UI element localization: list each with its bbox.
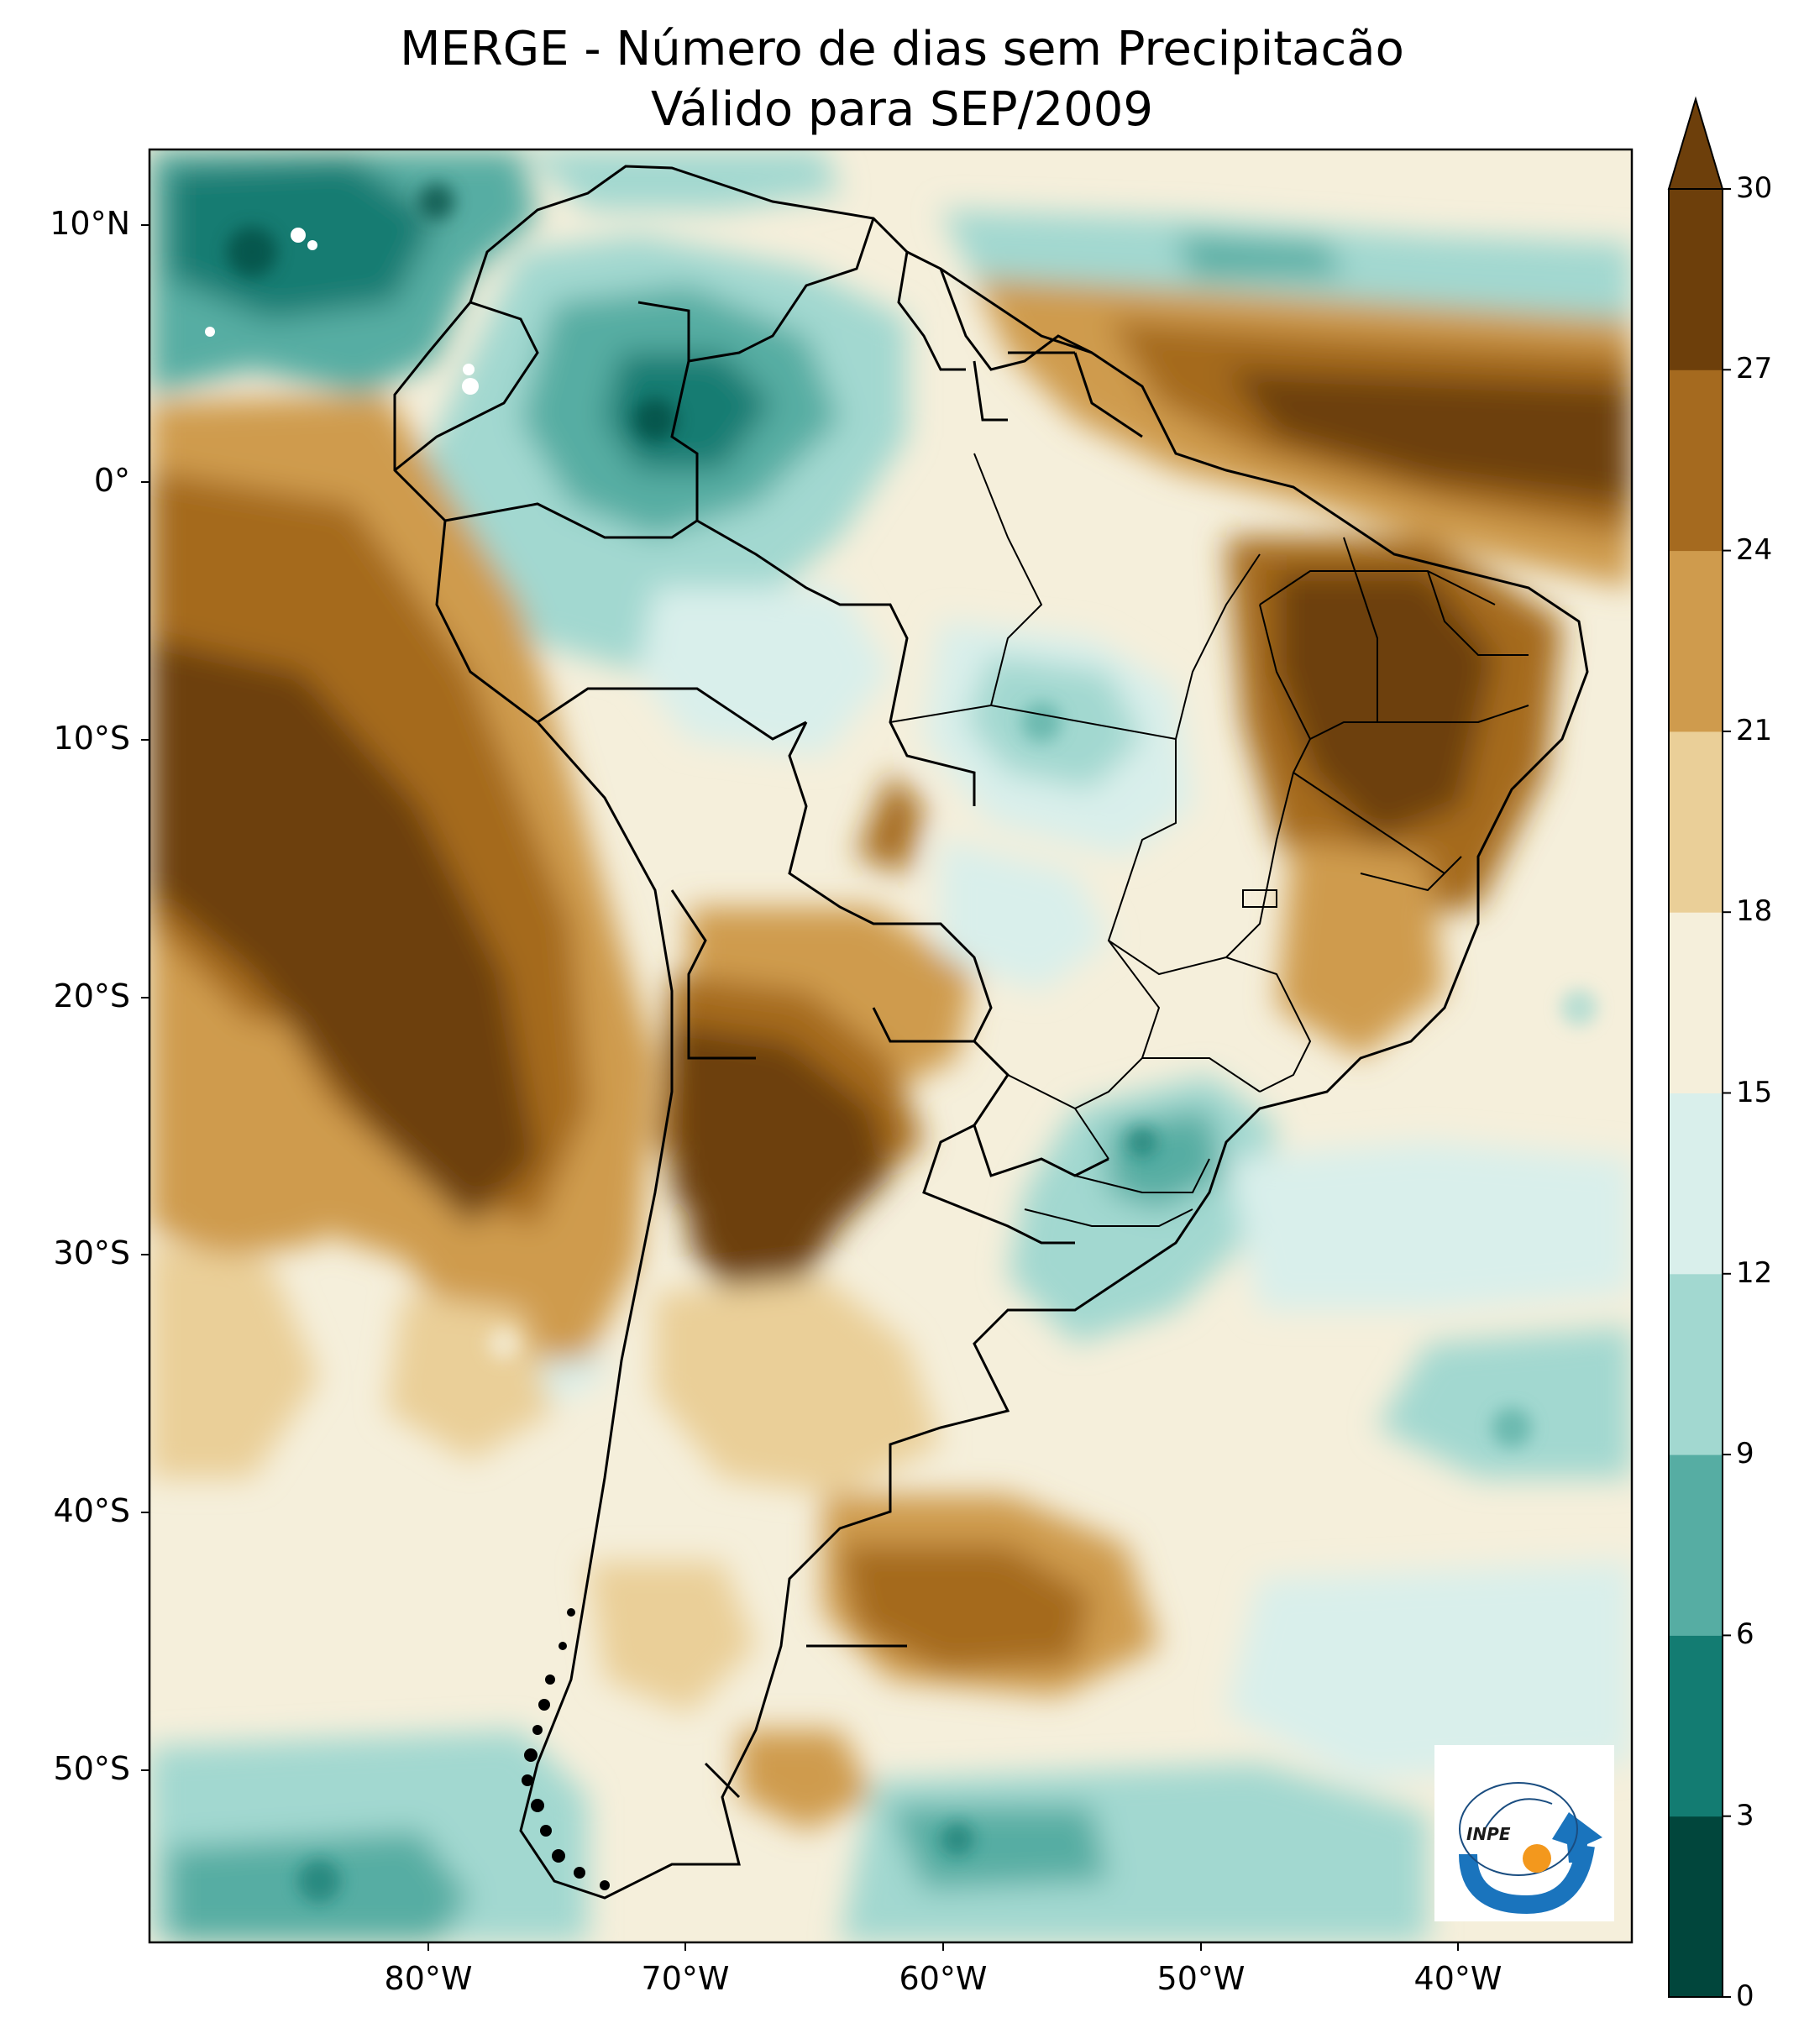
- colorbar-tick-label-30: 30: [1736, 171, 1773, 205]
- y-tick-label-20s: 20°S: [53, 977, 130, 1014]
- map-frame: [148, 148, 1634, 1944]
- colorbar-tick-label-18: 18: [1736, 894, 1773, 929]
- colorbar-tick-label-21: 21: [1736, 713, 1773, 747]
- state-borders: [889, 453, 1529, 1227]
- colorbar-band-4: [1669, 1093, 1723, 1275]
- y-axis-ticks: [141, 224, 149, 1771]
- inpe-logo-icon: [1459, 1782, 1602, 1915]
- y-tick-label-50s: 50°S: [53, 1750, 130, 1787]
- y-tick-label-30s: 30°S: [53, 1234, 130, 1271]
- colorbar-tick-label-27: 27: [1736, 352, 1773, 386]
- x-tick-label-40w: 40°W: [1413, 1960, 1502, 1997]
- x-tick-label-70w: 70°W: [641, 1960, 730, 1997]
- inpe-logo: INPE: [1434, 1745, 1614, 1921]
- map-title: MERGE - Número de dias sem Precipitacão: [400, 22, 1404, 76]
- y-tick-label-0: 0°: [93, 462, 130, 499]
- x-tick-label-60w: 60°W: [899, 1960, 988, 1997]
- colorbar-ticks: [1723, 188, 1731, 1998]
- colorbar-tick-label-6: 6: [1736, 1617, 1754, 1652]
- map-subtitle: Válido para SEP/2009: [650, 82, 1154, 137]
- colorbar-tick-label-15: 15: [1736, 1075, 1773, 1109]
- colorbar-band-7: [1669, 550, 1723, 732]
- x-axis-ticks: [427, 1942, 1459, 1951]
- colorbar-tick-label-24: 24: [1736, 532, 1773, 567]
- y-tick-label-10s: 10°S: [53, 720, 130, 757]
- colorbar-band-8: [1669, 369, 1723, 552]
- x-tick-label-80w: 80°W: [384, 1960, 473, 1997]
- colorbar-tick-label-9: 9: [1736, 1437, 1754, 1471]
- colorbar-band-2: [1669, 1454, 1723, 1636]
- colorbar-band-1: [1669, 1635, 1723, 1817]
- colorbar-band-3: [1669, 1273, 1723, 1455]
- colorbar-bands: [1669, 189, 1723, 1998]
- colorbar-band-0: [1669, 1816, 1723, 1998]
- precip-field: [149, 149, 1632, 1942]
- country-borders: [393, 165, 1589, 1900]
- colorbar-tick-label-3: 3: [1736, 1798, 1754, 1832]
- colorbar-band-9: [1669, 189, 1723, 370]
- colorbar-tick-label-0: 0: [1736, 1979, 1754, 2013]
- colorbar-tick-label-12: 12: [1736, 1255, 1773, 1290]
- colorbar-band-5: [1669, 912, 1723, 1093]
- caribbean-islands: [205, 228, 479, 395]
- southern-islands: [522, 1608, 610, 1890]
- inpe-logo-text: INPE: [1466, 1824, 1511, 1844]
- y-tick-label-10n: 10°N: [50, 205, 130, 242]
- colorbar: [1667, 96, 1731, 1998]
- colorbar-band-6: [1669, 731, 1723, 913]
- y-tick-label-40s: 40°S: [53, 1492, 130, 1529]
- x-tick-label-50w: 50°W: [1156, 1960, 1245, 1997]
